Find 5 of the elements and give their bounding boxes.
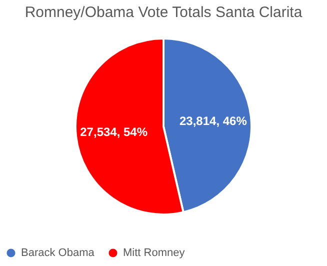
data-label: 27,534, 54%: [80, 125, 148, 140]
legend-label: Barack Obama: [21, 247, 96, 259]
legend-label: Mitt Romney: [123, 247, 186, 259]
data-label: 23,814, 46%: [179, 114, 248, 128]
chart-title: Romney/Obama Vote Totals Santa Clarita: [24, 4, 303, 21]
